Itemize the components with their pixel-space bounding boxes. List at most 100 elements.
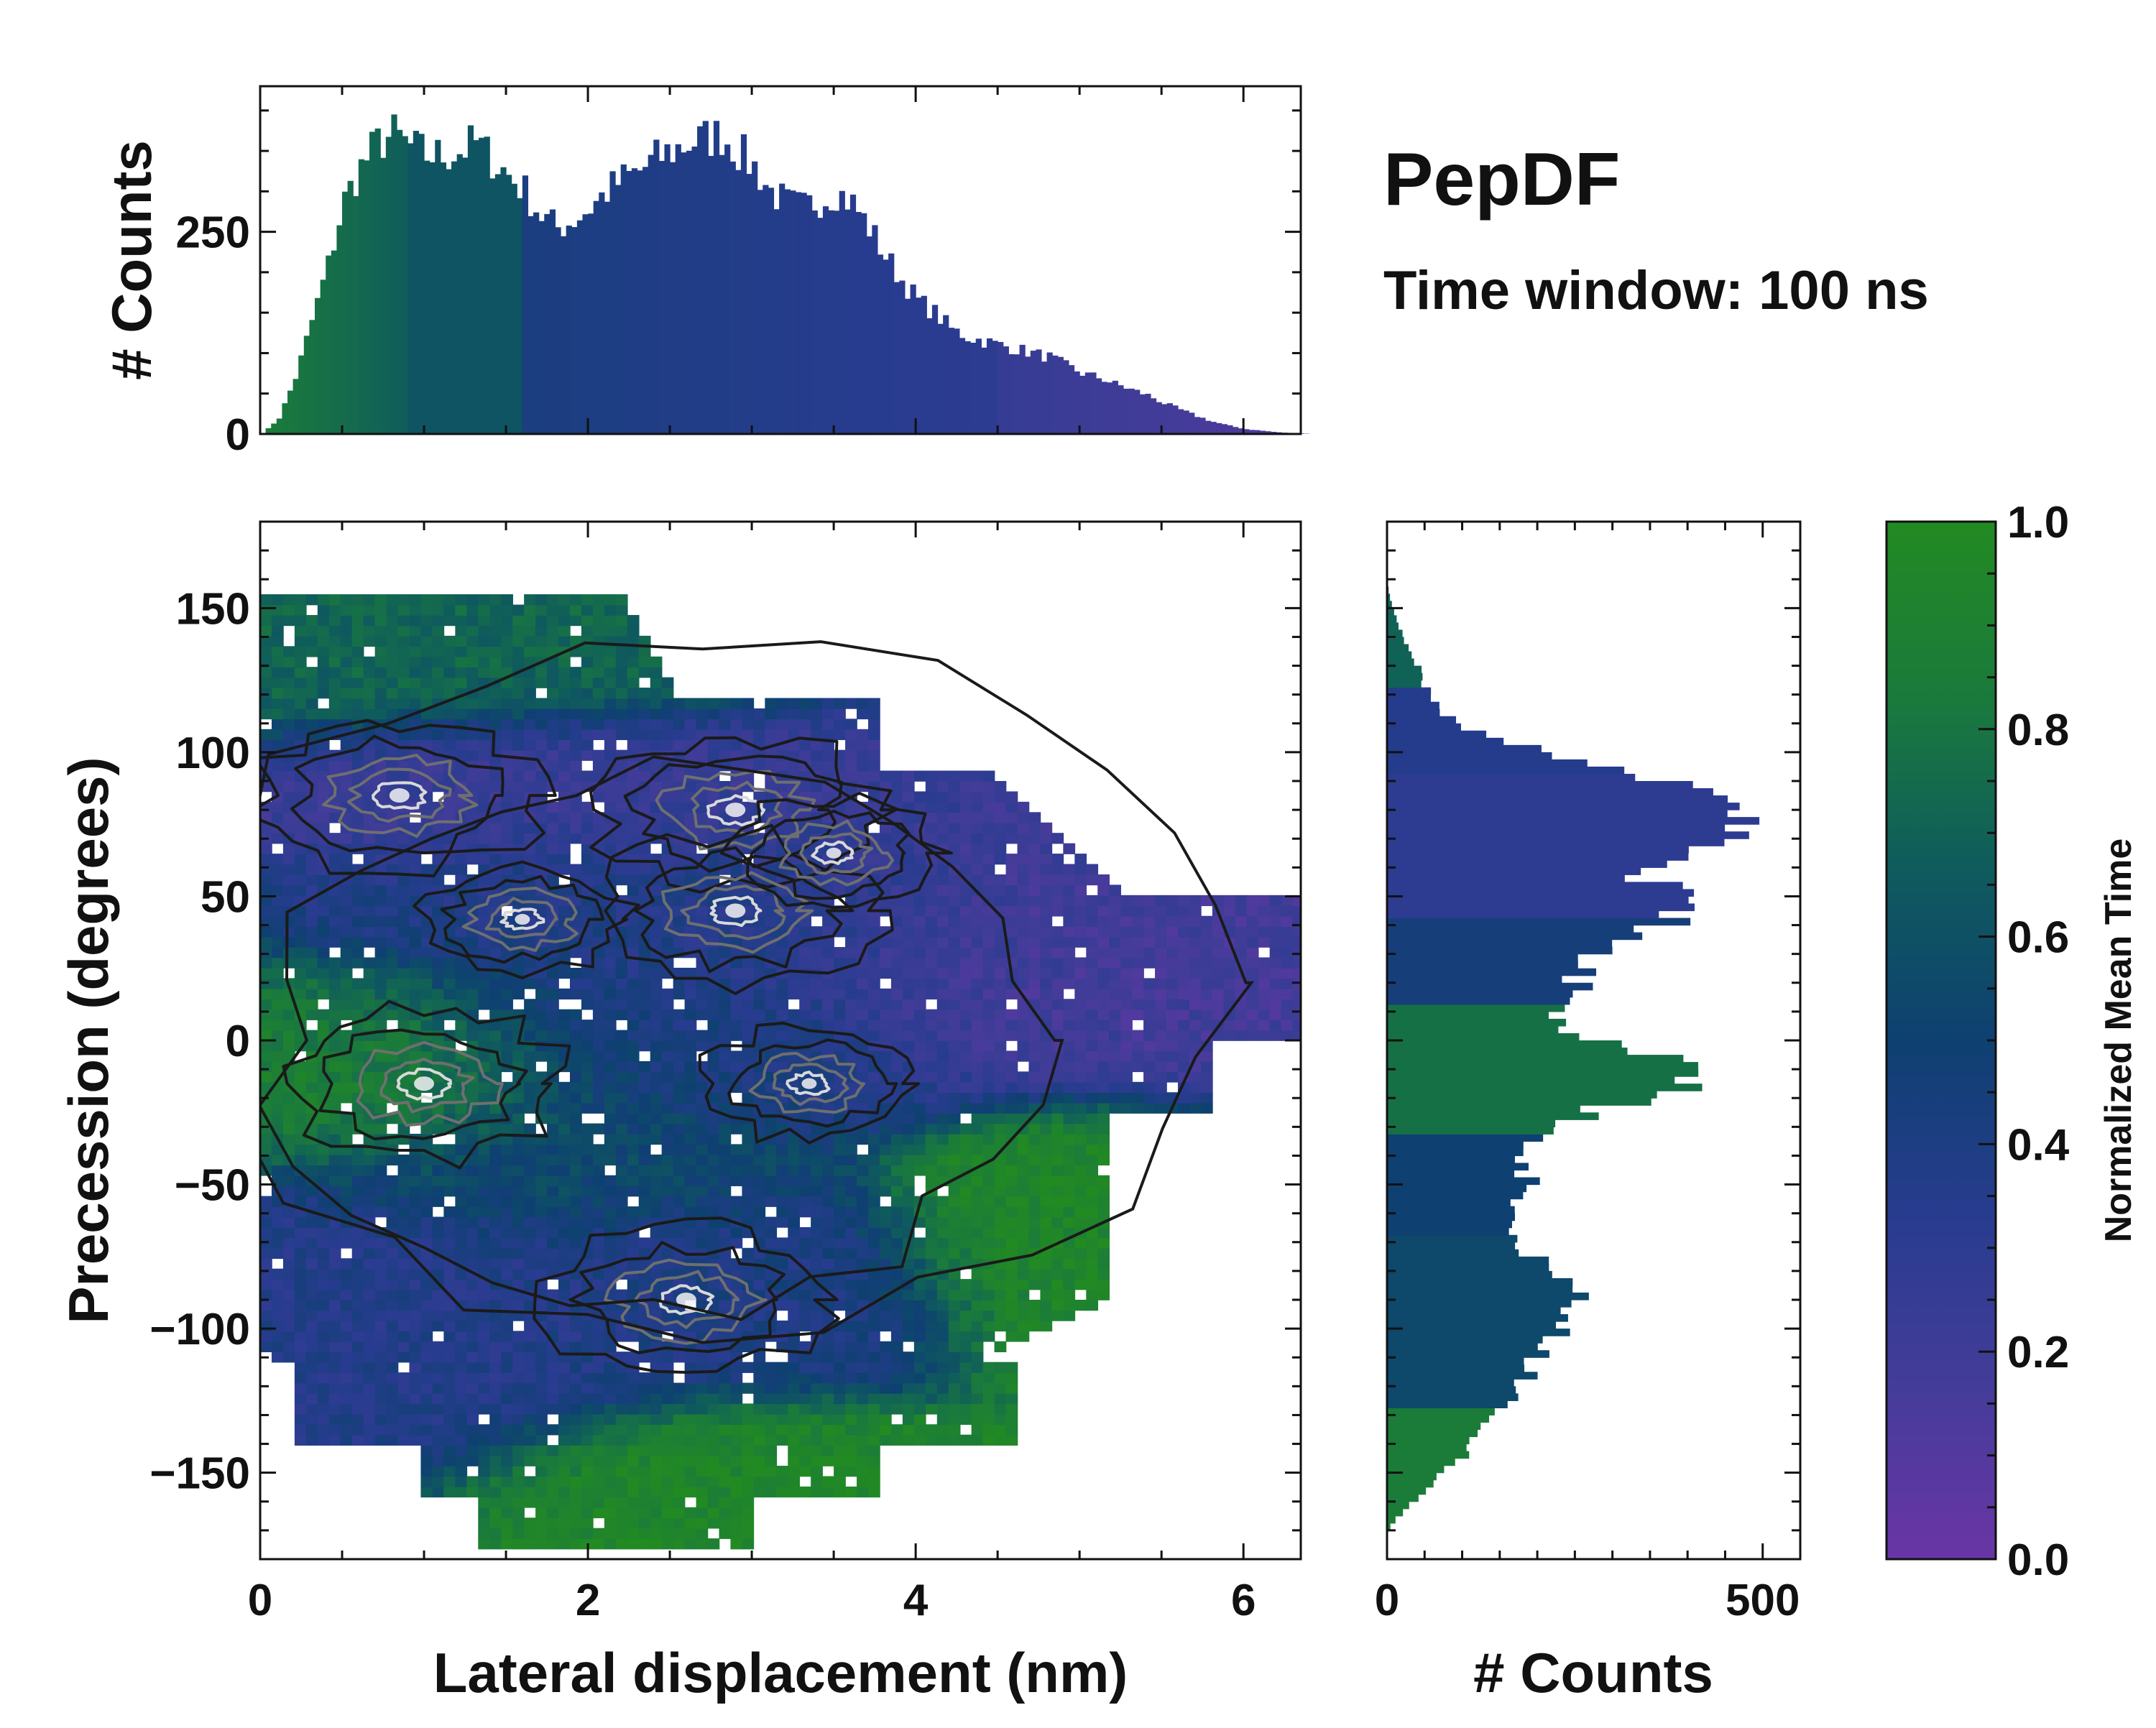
density-cell	[914, 1424, 926, 1435]
density-cell	[604, 708, 617, 719]
density-cell	[547, 1362, 559, 1373]
density-cell	[926, 1300, 938, 1311]
density-cell	[845, 1175, 857, 1186]
density-cell	[581, 1103, 594, 1114]
density-cell	[570, 1466, 582, 1477]
density-cell	[432, 978, 444, 989]
density-cell	[627, 1206, 640, 1217]
density-cell	[535, 1352, 548, 1362]
density-cell	[478, 739, 490, 750]
density-cell	[398, 1186, 410, 1196]
density-cell	[420, 1362, 433, 1373]
density-cell	[398, 1009, 410, 1020]
density-cell	[352, 1165, 364, 1175]
density-cell	[593, 1165, 605, 1175]
density-cell	[742, 1020, 754, 1030]
density-cell	[398, 1206, 410, 1217]
density-cell	[283, 1124, 295, 1135]
density-cell	[398, 1414, 410, 1425]
density-cell	[260, 1331, 272, 1341]
density-cell	[329, 1227, 341, 1238]
density-cell	[903, 1383, 915, 1394]
density-cell	[891, 1352, 903, 1362]
density-cell	[341, 605, 353, 616]
density-cell	[547, 978, 559, 989]
density-cell	[903, 1424, 915, 1435]
density-cell	[318, 625, 330, 636]
density-cell	[673, 1456, 686, 1466]
density-cell	[375, 1165, 387, 1175]
density-cell	[903, 1331, 915, 1341]
density-cell	[547, 1476, 559, 1487]
top-histogram-bar	[1199, 417, 1205, 434]
density-cell	[341, 1352, 353, 1362]
density-cell	[593, 1155, 605, 1165]
density-cell	[742, 957, 754, 968]
density-cell	[788, 719, 800, 729]
density-cell	[283, 688, 295, 698]
density-cell	[742, 698, 754, 708]
density-cell	[501, 1030, 513, 1041]
density-cell	[547, 989, 559, 999]
density-cell	[455, 1020, 467, 1030]
top-histogram-bar	[1020, 345, 1026, 434]
density-cell	[696, 1487, 709, 1497]
density-cell	[260, 926, 272, 937]
density-cell	[799, 1403, 811, 1414]
density-cell	[375, 1352, 387, 1362]
density-cell	[662, 1071, 674, 1082]
density-cell	[926, 1393, 938, 1404]
density-cell	[788, 1165, 800, 1175]
density-cell	[524, 625, 536, 636]
density-cell	[765, 1216, 777, 1227]
density-cell	[685, 1071, 697, 1082]
density-cell	[364, 926, 376, 937]
density-cell	[914, 1341, 926, 1352]
density-cell	[719, 1403, 731, 1414]
density-cell	[306, 1403, 318, 1414]
density-cell	[535, 1538, 548, 1549]
top-histogram-bar	[954, 328, 959, 434]
top-histogram-bar	[353, 196, 359, 434]
top-histogram-bar	[981, 348, 987, 434]
density-cell	[845, 1393, 857, 1404]
density-cell	[352, 615, 364, 626]
density-cell	[650, 1466, 663, 1477]
density-cell	[650, 667, 663, 678]
density-cell	[524, 1124, 536, 1135]
density-cell	[341, 1165, 353, 1175]
density-cell	[535, 1393, 548, 1404]
density-cell	[857, 739, 869, 750]
density-cell	[857, 926, 869, 937]
density-cell	[650, 1124, 663, 1135]
density-cell	[547, 729, 559, 740]
density-cell	[318, 1383, 330, 1394]
density-cell	[708, 1372, 720, 1383]
density-cell	[318, 1237, 330, 1248]
density-cell	[570, 1321, 582, 1331]
density-cell	[375, 1124, 387, 1135]
density-cell	[570, 1186, 582, 1196]
density-cell	[742, 1186, 754, 1196]
density-cell	[352, 1372, 364, 1383]
density-cell	[443, 1414, 456, 1425]
density-cell	[455, 1310, 467, 1321]
density-cell	[822, 1020, 834, 1030]
density-cell	[558, 1424, 571, 1435]
density-cell	[420, 1445, 433, 1456]
density-cell	[501, 833, 513, 844]
density-cell	[478, 1227, 490, 1238]
density-cell	[512, 1175, 525, 1186]
density-cell	[604, 1092, 617, 1103]
density-cell	[593, 1279, 605, 1290]
density-cell	[926, 1206, 938, 1217]
density-cell	[834, 947, 846, 958]
density-cell	[387, 1424, 399, 1435]
density-cell	[329, 1248, 341, 1259]
density-cell	[489, 1248, 502, 1259]
density-cell	[341, 1134, 353, 1145]
density-cell	[627, 657, 640, 667]
density-cell	[593, 1414, 605, 1425]
density-cell	[364, 678, 376, 688]
density-cell	[593, 1186, 605, 1196]
